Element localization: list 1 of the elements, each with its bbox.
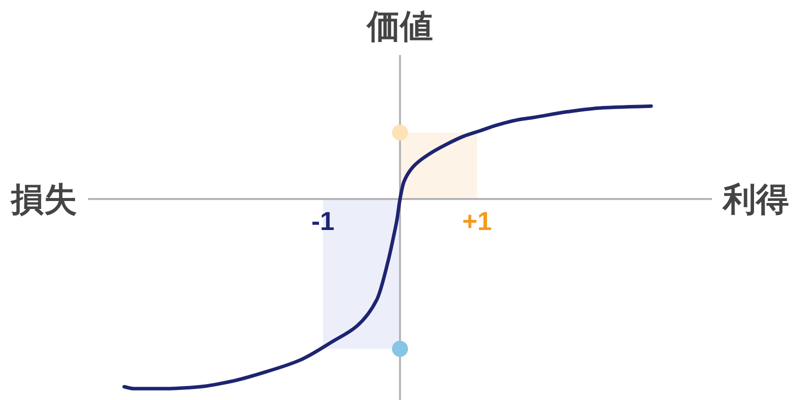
annotation: 損失 <box>11 180 77 218</box>
